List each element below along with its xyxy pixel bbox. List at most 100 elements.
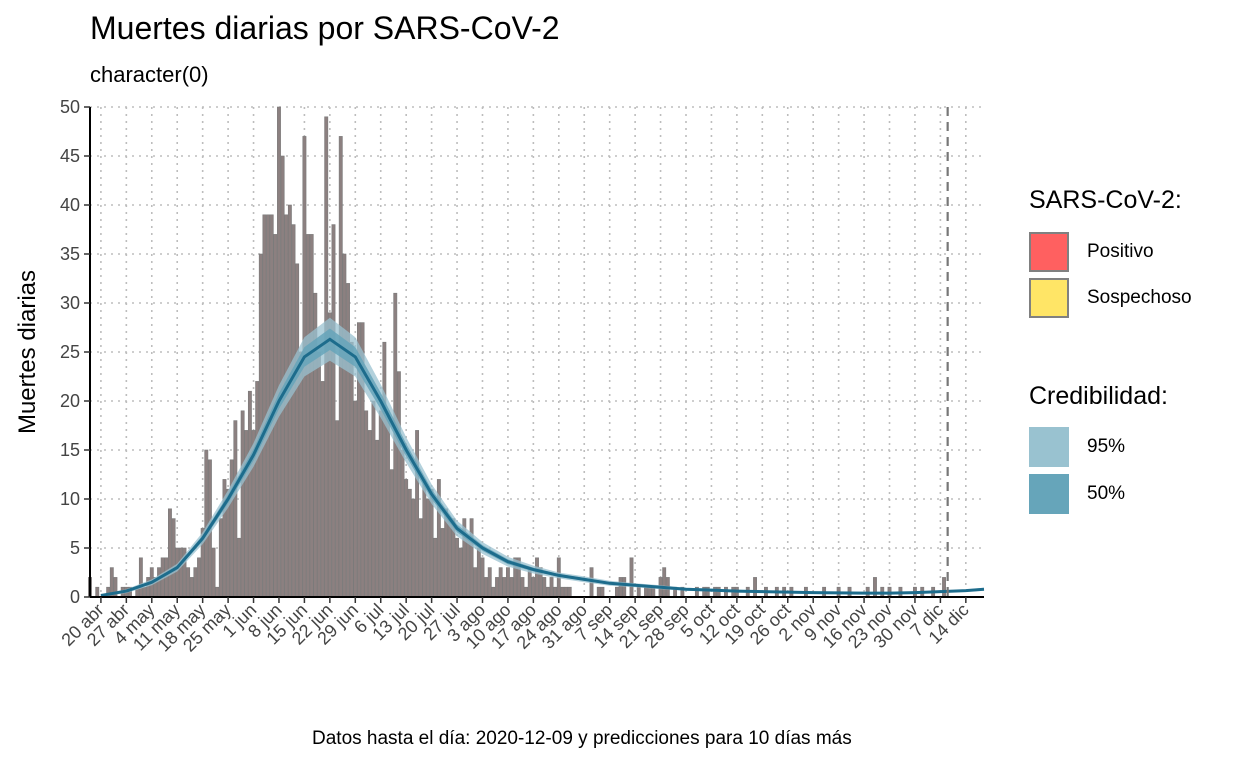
bar bbox=[331, 224, 336, 598]
bar bbox=[447, 518, 452, 598]
bar bbox=[480, 557, 485, 598]
bar bbox=[157, 567, 161, 598]
bar bbox=[175, 547, 180, 598]
bar bbox=[502, 577, 507, 598]
y-tick-label: 5 bbox=[70, 538, 80, 558]
bar bbox=[433, 537, 438, 598]
bar bbox=[389, 469, 394, 598]
legend-label-positivo: Positivo bbox=[1087, 241, 1154, 262]
y-tick-label: 30 bbox=[60, 293, 80, 313]
legend-cred-title: Credibilidad: bbox=[1029, 382, 1168, 410]
bar bbox=[596, 586, 601, 598]
y-tick-label: 40 bbox=[60, 195, 80, 215]
bar bbox=[411, 498, 416, 598]
bar bbox=[618, 577, 623, 598]
bar bbox=[560, 586, 565, 598]
bar bbox=[713, 586, 718, 598]
chart-title: Muertes diarias por SARS-CoV-2 bbox=[90, 10, 560, 46]
bar bbox=[138, 557, 143, 598]
legend-item-sospechoso: Sospechoso bbox=[1029, 278, 1192, 318]
bar bbox=[476, 547, 481, 598]
bar bbox=[564, 586, 569, 598]
y-tick-label: 35 bbox=[60, 244, 80, 264]
bar bbox=[520, 577, 525, 598]
bar bbox=[662, 567, 667, 598]
y-tick-label: 25 bbox=[60, 342, 80, 362]
bar bbox=[255, 381, 260, 598]
bar bbox=[240, 410, 245, 598]
bar bbox=[364, 410, 369, 598]
bar bbox=[146, 577, 151, 598]
bar bbox=[716, 586, 721, 598]
bar bbox=[942, 577, 946, 598]
bar bbox=[291, 224, 296, 598]
legend-label-95: 95% bbox=[1087, 436, 1126, 457]
bar bbox=[396, 371, 401, 598]
bar bbox=[309, 234, 314, 598]
bar bbox=[346, 283, 350, 598]
bar bbox=[629, 557, 634, 598]
bar bbox=[498, 567, 503, 598]
legend-item-50: 50% bbox=[1029, 474, 1125, 514]
legend-swatch-50 bbox=[1029, 474, 1069, 514]
bar bbox=[375, 439, 380, 598]
bar bbox=[189, 577, 194, 598]
bar bbox=[382, 341, 387, 598]
bar bbox=[469, 518, 474, 598]
bar bbox=[295, 263, 300, 598]
bar bbox=[306, 234, 310, 598]
bar bbox=[378, 410, 383, 598]
legend-item-95: 95% bbox=[1029, 427, 1125, 467]
bar bbox=[178, 547, 183, 598]
bar bbox=[429, 488, 434, 598]
bar bbox=[466, 537, 470, 598]
bar bbox=[168, 508, 172, 598]
bar bbox=[171, 518, 176, 598]
bar bbox=[193, 567, 198, 598]
bar bbox=[353, 400, 358, 598]
bar bbox=[400, 449, 405, 598]
bar bbox=[367, 430, 372, 598]
legend-swatch-95 bbox=[1029, 427, 1069, 467]
legend-status-title: SARS-CoV-2: bbox=[1029, 186, 1182, 214]
bar bbox=[298, 351, 303, 598]
bar bbox=[549, 577, 554, 598]
bar bbox=[218, 518, 223, 598]
bar bbox=[233, 420, 238, 598]
y-tick-label: 0 bbox=[70, 587, 80, 607]
bar bbox=[567, 586, 572, 598]
bar bbox=[320, 381, 325, 598]
bar bbox=[404, 479, 409, 598]
bar bbox=[545, 586, 550, 598]
bar bbox=[487, 567, 492, 598]
bar bbox=[422, 479, 427, 598]
bar bbox=[204, 449, 209, 598]
bar bbox=[531, 577, 536, 598]
bar bbox=[505, 567, 510, 598]
bar bbox=[95, 586, 100, 598]
bar bbox=[215, 586, 220, 598]
legend-item-positivo: Positivo bbox=[1029, 232, 1154, 272]
bar bbox=[262, 214, 267, 598]
bar bbox=[524, 586, 529, 598]
bar bbox=[277, 106, 281, 598]
bar bbox=[407, 488, 412, 598]
chart-caption: Datos hasta el día: 2020-12-09 y predicc… bbox=[312, 728, 852, 749]
bar bbox=[237, 537, 241, 598]
bar bbox=[484, 577, 489, 598]
bar bbox=[509, 577, 514, 598]
bar bbox=[636, 586, 641, 598]
legend-label-50: 50% bbox=[1087, 483, 1126, 504]
model-line-group bbox=[100, 337, 985, 597]
bar bbox=[644, 586, 648, 598]
bar bbox=[426, 498, 430, 598]
bar bbox=[615, 586, 619, 598]
bar bbox=[342, 253, 347, 598]
legend-label-sospechoso: Sospechoso bbox=[1087, 287, 1192, 308]
bar bbox=[542, 577, 547, 598]
y-tick-label: 10 bbox=[60, 489, 80, 509]
bar bbox=[440, 528, 445, 598]
bar bbox=[371, 400, 376, 598]
bar bbox=[753, 577, 757, 598]
